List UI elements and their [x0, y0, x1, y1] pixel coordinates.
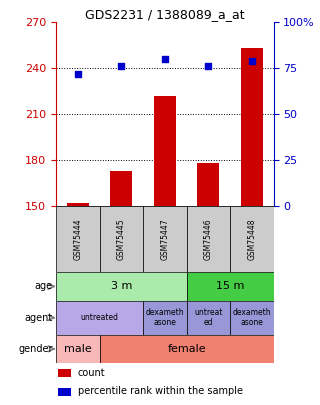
- Text: gender: gender: [18, 344, 53, 354]
- Bar: [197, 163, 219, 206]
- Point: [75, 70, 80, 77]
- Text: agent: agent: [25, 313, 53, 323]
- Bar: [110, 171, 132, 206]
- Point: [119, 63, 124, 70]
- Bar: [56, 206, 100, 272]
- Bar: [187, 272, 274, 301]
- Bar: [100, 335, 274, 363]
- Point: [162, 56, 167, 62]
- Bar: [187, 301, 230, 335]
- Text: count: count: [78, 368, 105, 377]
- Text: GSM75444: GSM75444: [73, 218, 82, 260]
- Text: 15 m: 15 m: [216, 281, 244, 292]
- Point: [206, 63, 211, 70]
- Bar: [56, 335, 100, 363]
- Bar: [187, 206, 230, 272]
- Bar: [241, 48, 263, 206]
- Text: GSM75445: GSM75445: [117, 218, 126, 260]
- Bar: [143, 206, 187, 272]
- Title: GDS2231 / 1388089_a_at: GDS2231 / 1388089_a_at: [85, 8, 244, 21]
- Bar: [58, 388, 71, 396]
- Bar: [230, 206, 274, 272]
- Text: female: female: [167, 344, 206, 354]
- Bar: [58, 369, 71, 377]
- Text: dexameth
asone: dexameth asone: [146, 308, 184, 327]
- Point: [249, 58, 254, 64]
- Bar: [154, 96, 176, 206]
- Text: 3 m: 3 m: [111, 281, 132, 292]
- Text: untreated: untreated: [81, 313, 118, 322]
- Bar: [143, 301, 187, 335]
- Text: untreat
ed: untreat ed: [194, 308, 223, 327]
- Text: age: age: [35, 281, 53, 292]
- Text: GSM75446: GSM75446: [204, 218, 213, 260]
- Bar: [67, 203, 89, 206]
- Text: GSM75448: GSM75448: [247, 218, 256, 260]
- Text: GSM75447: GSM75447: [160, 218, 169, 260]
- Bar: [56, 272, 187, 301]
- Bar: [100, 206, 143, 272]
- Text: percentile rank within the sample: percentile rank within the sample: [78, 386, 243, 396]
- Text: male: male: [64, 344, 92, 354]
- Text: dexameth
asone: dexameth asone: [233, 308, 271, 327]
- Bar: [56, 301, 143, 335]
- Bar: [230, 301, 274, 335]
